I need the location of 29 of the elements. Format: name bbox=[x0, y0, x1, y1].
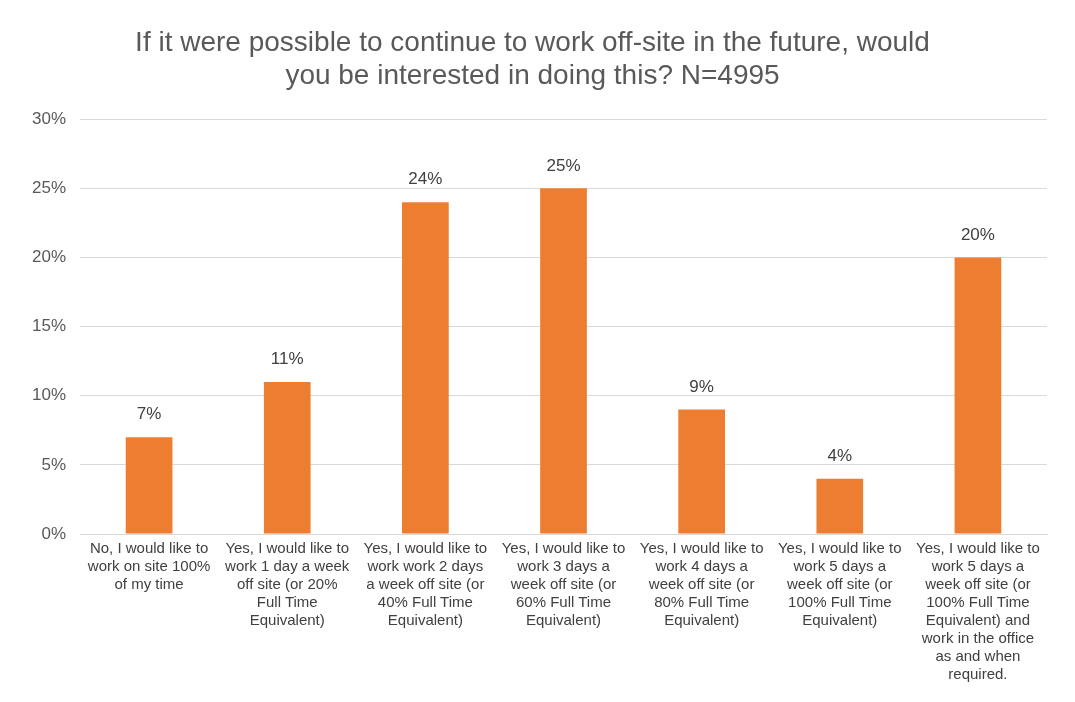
x-tick-label: Yes, I would like to work 3 days a week off site (or 60% Full Time Equivalent) bbox=[501, 539, 626, 629]
y-tick-label: 30% bbox=[31, 108, 67, 128]
bar bbox=[816, 478, 864, 534]
chart-title: If it were possible to continue to work off-site in the future, would you be interested in doing this? N=4995 bbox=[135, 25, 930, 91]
data-label: 9% bbox=[689, 376, 714, 396]
x-tick-label: Yes, I would like to work work 2 days a week off site (or 40% Full Time Equivalent) bbox=[363, 539, 488, 629]
x-tick-label: No, I would like to work on site 100% of my time bbox=[86, 539, 211, 593]
x-tick-label: Yes, I would like to work 5 days a week off site (or 100% Full Time Equivalent) and work in the office as and when required. bbox=[916, 539, 1040, 683]
y-tick-label: 0% bbox=[41, 523, 67, 543]
data-label: 25% bbox=[546, 155, 581, 175]
x-tick-label: Yes, I would like to work 1 day a week off site (or 20% Full Time Equivalent) bbox=[224, 539, 350, 629]
y-tick-label: 20% bbox=[31, 247, 67, 267]
bar bbox=[954, 257, 1002, 534]
data-label: 24% bbox=[408, 169, 443, 189]
data-label: 20% bbox=[960, 224, 995, 244]
data-label: 7% bbox=[136, 404, 162, 424]
y-tick-label: 15% bbox=[31, 316, 67, 336]
bar bbox=[540, 188, 587, 534]
data-label: 11% bbox=[270, 349, 304, 369]
x-tick-label: Yes, I would like to work 4 days a week off site (or 80% Full Time Equivalent) bbox=[639, 539, 764, 629]
data-label: 4% bbox=[827, 445, 853, 465]
bar bbox=[678, 409, 725, 534]
x-tick-label: Yes, I would like to work 5 days a week off site (or 100% Full Time Equivalent) bbox=[777, 539, 902, 629]
y-tick-label: 25% bbox=[31, 178, 67, 198]
y-tick-label: 10% bbox=[31, 385, 67, 405]
y-tick-label: 5% bbox=[41, 454, 67, 474]
bar bbox=[125, 437, 173, 534]
bar bbox=[402, 202, 449, 534]
bar bbox=[263, 381, 311, 534]
